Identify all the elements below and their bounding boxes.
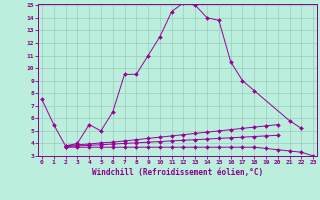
X-axis label: Windchill (Refroidissement éolien,°C): Windchill (Refroidissement éolien,°C) xyxy=(92,168,263,177)
